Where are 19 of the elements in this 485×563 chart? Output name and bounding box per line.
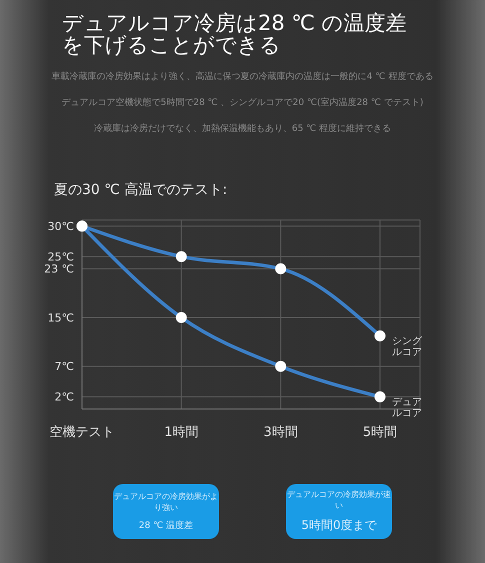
chart-subtitle: 夏の30 ℃ 高温でのテスト: bbox=[54, 181, 228, 199]
y-tick-label: 15℃ bbox=[48, 311, 74, 324]
callout-box: デュアルコアの冷房効果がより強い 28 ℃ 温度差 bbox=[113, 484, 219, 539]
text: 車載冷蔵庫の冷房効果はより強く、高温に保つ夏の冷蔵庫内の温度は一般的に4 ℃ 程度である bbox=[50, 70, 434, 83]
y-tick-label: 2℃ bbox=[54, 390, 74, 404]
text: 冷蔵庫は冷房だけでなく、加熱保温機能もあり、65 ℃ 程度に維持できる bbox=[92, 122, 392, 135]
x-tick-label: 3時間 bbox=[264, 425, 298, 440]
y-tick-label: 7℃ bbox=[54, 360, 74, 374]
chart-title: デュアルコア冷房は28 ℃ の温度差を下げることができる bbox=[62, 11, 408, 57]
x-tick-label: 1時間 bbox=[164, 425, 198, 440]
y-tick-label: 30℃ bbox=[48, 220, 74, 233]
callout-box: デュアルコアの冷房効果が速い 5時間0度まで bbox=[286, 484, 392, 539]
series-label: シングルコア bbox=[392, 336, 423, 358]
y-tick-label: 23 ℃ bbox=[44, 262, 74, 276]
series-label: デュアルコア bbox=[392, 396, 422, 419]
text: デュアルコア空機状態で5時間で28 ℃ 、シングルコアで20 ℃(室内温度28 ℃ でテスト) bbox=[60, 96, 424, 109]
x-tick-label: 空機テスト bbox=[50, 425, 114, 440]
x-tick-label: 5時間 bbox=[362, 425, 398, 440]
y-tick-label: 25℃ bbox=[48, 250, 74, 264]
